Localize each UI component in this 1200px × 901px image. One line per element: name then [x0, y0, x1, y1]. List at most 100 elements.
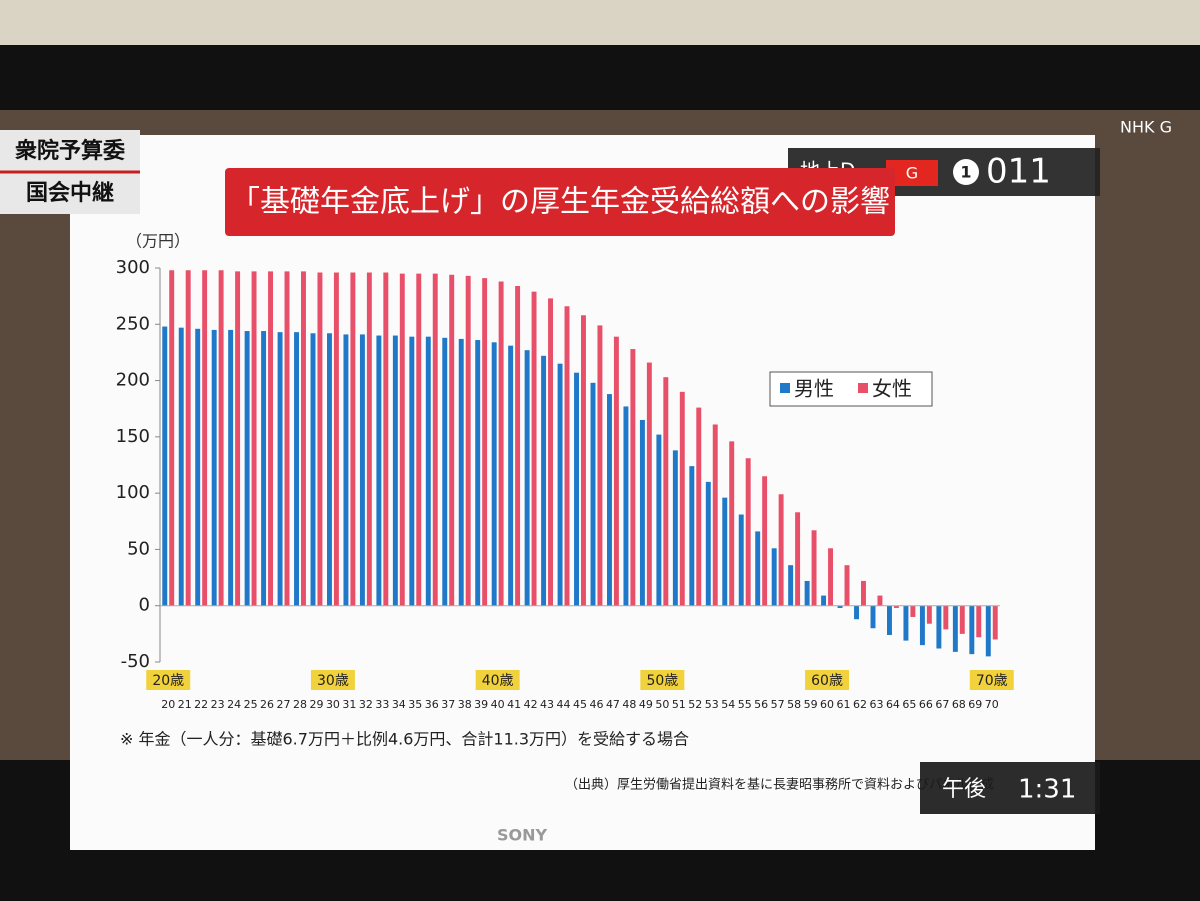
- x-tick-label: 48: [622, 698, 636, 711]
- legend-label: 男性: [794, 377, 834, 401]
- bar: [877, 595, 883, 606]
- bar: [745, 458, 751, 606]
- decade-label-bg: [310, 670, 355, 690]
- legend-box: [769, 371, 933, 407]
- decade-label-bg: [969, 670, 1014, 690]
- bar: [169, 270, 175, 606]
- bar: [992, 605, 998, 640]
- bar: [277, 332, 283, 606]
- bar: [722, 497, 728, 606]
- bar: [541, 355, 547, 606]
- bar: [623, 406, 629, 606]
- footnote: ※ 年金（一人分：基礎6.7万円＋比例4.6万円、合計11.3万円）を受給する場…: [120, 730, 689, 749]
- bar: [969, 605, 975, 655]
- bar: [491, 342, 497, 606]
- bar: [432, 273, 438, 606]
- bar: [581, 315, 586, 606]
- bar: [350, 272, 356, 606]
- bar: [672, 450, 678, 606]
- legend-swatch: [780, 383, 790, 393]
- y-tick-label: -50: [121, 651, 150, 672]
- bar: [854, 605, 859, 620]
- x-tick-label: 35: [408, 698, 422, 711]
- x-tick-label: 60: [820, 698, 834, 711]
- bar: [416, 273, 422, 606]
- bar: [712, 424, 718, 606]
- legend-swatch: [858, 383, 868, 393]
- clock-time: 1:31: [1018, 775, 1076, 805]
- bar: [531, 291, 537, 606]
- bar: [383, 272, 389, 606]
- x-tick-label: 34: [392, 698, 406, 711]
- bar: [985, 605, 991, 657]
- x-tick-label: 51: [672, 698, 686, 711]
- bar: [218, 270, 224, 606]
- bar: [870, 605, 876, 629]
- bar: [705, 481, 711, 606]
- bar: [508, 345, 514, 606]
- bar: [778, 494, 784, 606]
- bar: [574, 372, 579, 606]
- bar: [392, 335, 398, 606]
- x-tick-label: 42: [524, 698, 538, 711]
- y-tick-label: 100: [116, 482, 150, 503]
- x-tick-label: 41: [507, 698, 521, 711]
- bar: [327, 333, 332, 606]
- bar: [458, 338, 464, 606]
- x-tick-label: 49: [639, 698, 653, 711]
- x-tick-label: 36: [425, 698, 439, 711]
- channel-code: 011: [986, 152, 1051, 192]
- clock-period: 午後: [942, 777, 986, 802]
- program-bottom: 国会中継: [26, 180, 114, 206]
- x-tick-label: 50: [655, 698, 669, 711]
- bar: [613, 336, 619, 606]
- bar: [926, 605, 932, 624]
- bar: [301, 271, 306, 606]
- bar: [465, 275, 471, 606]
- bar: [861, 580, 866, 606]
- y-tick-label: 250: [116, 313, 150, 334]
- x-tick-label: 29: [309, 698, 323, 711]
- x-tick-label: 30: [326, 698, 340, 711]
- decade-label: 20歳: [152, 673, 184, 689]
- x-tick-label: 43: [540, 698, 554, 711]
- x-tick-label: 61: [837, 698, 851, 711]
- bar: [343, 334, 349, 606]
- bar: [646, 362, 652, 606]
- bar: [317, 272, 323, 606]
- bar: [828, 548, 833, 606]
- bar: [251, 271, 257, 606]
- x-tick-label: 54: [721, 698, 735, 711]
- bar: [211, 329, 217, 606]
- decade-label-bg: [475, 670, 520, 690]
- bar: [607, 394, 612, 606]
- bar: [195, 328, 201, 606]
- bar: [788, 565, 794, 606]
- x-tick-label: 63: [869, 698, 883, 711]
- y-tick-label: 50: [127, 538, 150, 559]
- channel-circle: [953, 159, 979, 185]
- bar: [185, 270, 191, 606]
- bar: [178, 327, 184, 606]
- bar: [261, 331, 267, 606]
- bar: [399, 273, 405, 606]
- clock-box: [920, 762, 1100, 814]
- x-tick-label: 40: [491, 698, 505, 711]
- bar: [376, 335, 382, 606]
- bar: [475, 340, 481, 606]
- y-tick-label: 300: [116, 257, 150, 278]
- x-tick-label: 32: [359, 698, 373, 711]
- bar: [821, 595, 827, 606]
- bar: [359, 334, 365, 606]
- bar: [811, 530, 817, 606]
- x-tick-label: 53: [705, 698, 719, 711]
- network-logo: NHK G: [1120, 118, 1172, 137]
- x-tick-label: 39: [474, 698, 488, 711]
- decade-label: 30歳: [317, 673, 349, 689]
- bar: [548, 298, 553, 606]
- x-tick-label: 33: [375, 698, 389, 711]
- x-tick-label: 57: [771, 698, 785, 711]
- x-tick-label: 20: [161, 698, 175, 711]
- bar: [333, 272, 339, 606]
